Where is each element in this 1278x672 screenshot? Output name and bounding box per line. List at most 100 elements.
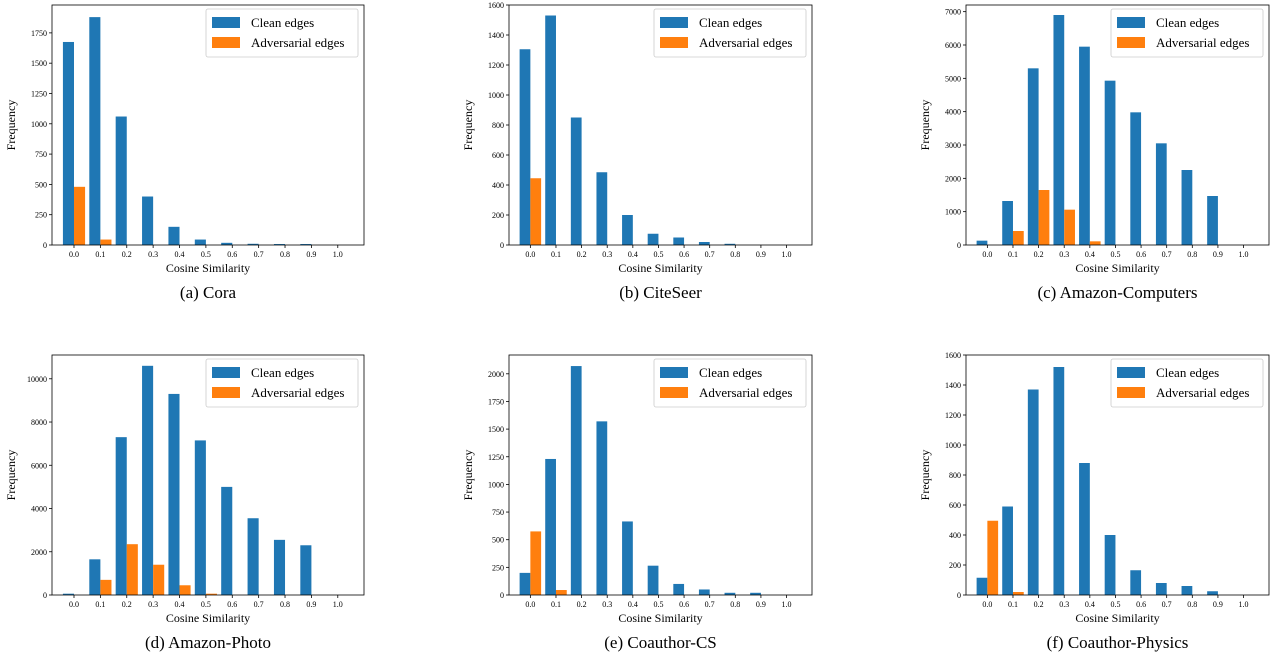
chart-panel-6: 0 200 400 600 800 1000 1200 1400 1600 0.0 0.1 0.2 0.… (918, 351, 1270, 652)
clean-bar-0.7 (247, 518, 259, 595)
y-tick-label: 1250 (488, 453, 504, 462)
clean-bar-0.2 (570, 366, 582, 595)
y-tick-label: 200 (492, 211, 504, 220)
legend-swatch-adversarial (212, 387, 240, 398)
x-tick-label: 0.4 (1085, 250, 1095, 259)
x-tick-label: 0.5 (201, 250, 211, 259)
clean-bar-0.1 (1002, 201, 1013, 245)
y-tick-label: 4000 (945, 108, 961, 117)
x-tick-label: 0.0 (69, 250, 79, 259)
x-tick-label: 0.8 (280, 600, 290, 609)
clean-bar-0.8 (1181, 586, 1193, 595)
x-axis-label: Cosine Similarity (1075, 611, 1159, 625)
clean-bar-0.2 (1027, 389, 1039, 595)
x-tick-label: 1.0 (1239, 250, 1249, 259)
y-tick-label: 0 (500, 591, 504, 600)
legend-box (1110, 8, 1264, 58)
y-tick-label: 8000 (31, 418, 47, 427)
clean-bar-0.9 (750, 592, 761, 595)
chart-panel-4: 0 2000 4000 6000 8000 10000 0.0 0.1 0.2 0.3 0.4 0.5… (4, 354, 365, 652)
clean-bar-0.0 (62, 593, 74, 595)
y-tick-label: 1600 (945, 351, 961, 360)
axes-frame (508, 354, 813, 596)
x-tick-label: 0.6 (227, 250, 237, 259)
clean-bar-0.6 (673, 583, 685, 595)
x-tick-label: 0.3 (148, 600, 158, 609)
x-tick-label: 1.0 (782, 250, 792, 259)
clean-bar-0.5 (194, 239, 206, 245)
y-tick-label: 2000 (488, 370, 504, 379)
clean-bar-0.2 (570, 117, 582, 245)
axes-frame (51, 4, 365, 246)
y-tick-label: 1000 (945, 208, 961, 217)
x-tick-label: 0.7 (705, 250, 715, 259)
y-axis-label: Frequency (461, 450, 475, 501)
legend-label-adversarial: Adversarial edges (699, 35, 793, 50)
clean-bar-0.0 (976, 577, 988, 595)
chart-panel-1: 0 250 500 750 1000 1250 1500 1750 0.0 0.1 0.2 0.3 0.… (4, 4, 365, 302)
chart-caption: (e) Coauthor-CS (604, 633, 717, 652)
chart-caption: (c) Amazon-Computers (1037, 283, 1197, 302)
x-tick-label: 0.2 (122, 250, 132, 259)
x-tick-label: 0.6 (1136, 600, 1146, 609)
x-tick-label: 0.3 (602, 250, 612, 259)
x-tick-label: 0.2 (577, 250, 587, 259)
x-tick-label: 0.0 (69, 600, 79, 609)
chart-caption: (f) Coauthor-Physics (1047, 633, 1189, 652)
adversarial-bar-0.4 (179, 585, 191, 595)
x-tick-label: 0.8 (730, 250, 740, 259)
clean-bar-0.0 (519, 49, 531, 245)
legend-box (653, 358, 807, 408)
x-tick-label: 0.8 (730, 600, 740, 609)
y-tick-label: 1250 (31, 89, 47, 98)
clean-bar-0.3 (142, 196, 154, 245)
clean-bar-0.7 (1155, 143, 1167, 245)
x-tick-label: 0.2 (1034, 600, 1044, 609)
x-tick-label: 0.9 (756, 600, 766, 609)
y-tick-label: 1600 (488, 1, 504, 10)
x-tick-label: 0.3 (1059, 250, 1069, 259)
y-tick-label: 1200 (488, 61, 504, 70)
legend-label-clean: Clean edges (1156, 15, 1219, 30)
clean-bar-0.4 (168, 393, 180, 595)
x-tick-label: 0.8 (1187, 250, 1197, 259)
clean-bar-0.4 (1079, 46, 1090, 245)
y-tick-label: 0 (957, 591, 961, 600)
y-tick-label: 4000 (31, 505, 47, 514)
x-tick-label: 0.4 (628, 250, 638, 259)
x-tick-label: 0.0 (525, 250, 535, 259)
clean-bar-0.8 (273, 244, 286, 245)
adversarial-bar-0.0 (987, 520, 999, 595)
x-tick-label: 0.3 (602, 600, 612, 609)
clean-bar-0.8 (1181, 170, 1193, 245)
x-tick-label: 0.7 (705, 600, 715, 609)
adversarial-bar-0.1 (555, 590, 567, 595)
x-tick-label: 0.9 (756, 250, 766, 259)
clean-bar-0.4 (1079, 463, 1090, 595)
y-axis-label: Frequency (918, 100, 932, 151)
legend-swatch-adversarial (1117, 387, 1145, 398)
legend-label-adversarial: Adversarial edges (251, 35, 345, 50)
clean-bar-0.6 (1130, 112, 1142, 245)
clean-bar-0.1 (1002, 506, 1013, 595)
x-tick-label: 0.4 (1085, 600, 1095, 609)
y-tick-label: 600 (949, 501, 961, 510)
x-tick-label: 0.2 (1034, 250, 1044, 259)
y-tick-label: 250 (35, 211, 47, 220)
clean-bar-0.4 (622, 521, 633, 595)
legend-label-adversarial: Adversarial edges (251, 385, 345, 400)
clean-bar-0.0 (519, 572, 531, 595)
x-tick-label: 0.9 (306, 600, 316, 609)
legend-label-adversarial: Adversarial edges (1156, 35, 1250, 50)
x-tick-label: 1.0 (782, 600, 792, 609)
clean-bar-0.6 (221, 486, 233, 595)
y-tick-label: 6000 (945, 41, 961, 50)
x-tick-label: 0.1 (1008, 600, 1018, 609)
y-tick-label: 400 (949, 531, 961, 540)
clean-bar-0.0 (62, 41, 74, 245)
x-tick-label: 0.1 (551, 250, 561, 259)
x-tick-label: 1.0 (333, 250, 343, 259)
x-tick-label: 0.3 (148, 250, 158, 259)
adversarial-bar-0.4 (1089, 241, 1101, 245)
